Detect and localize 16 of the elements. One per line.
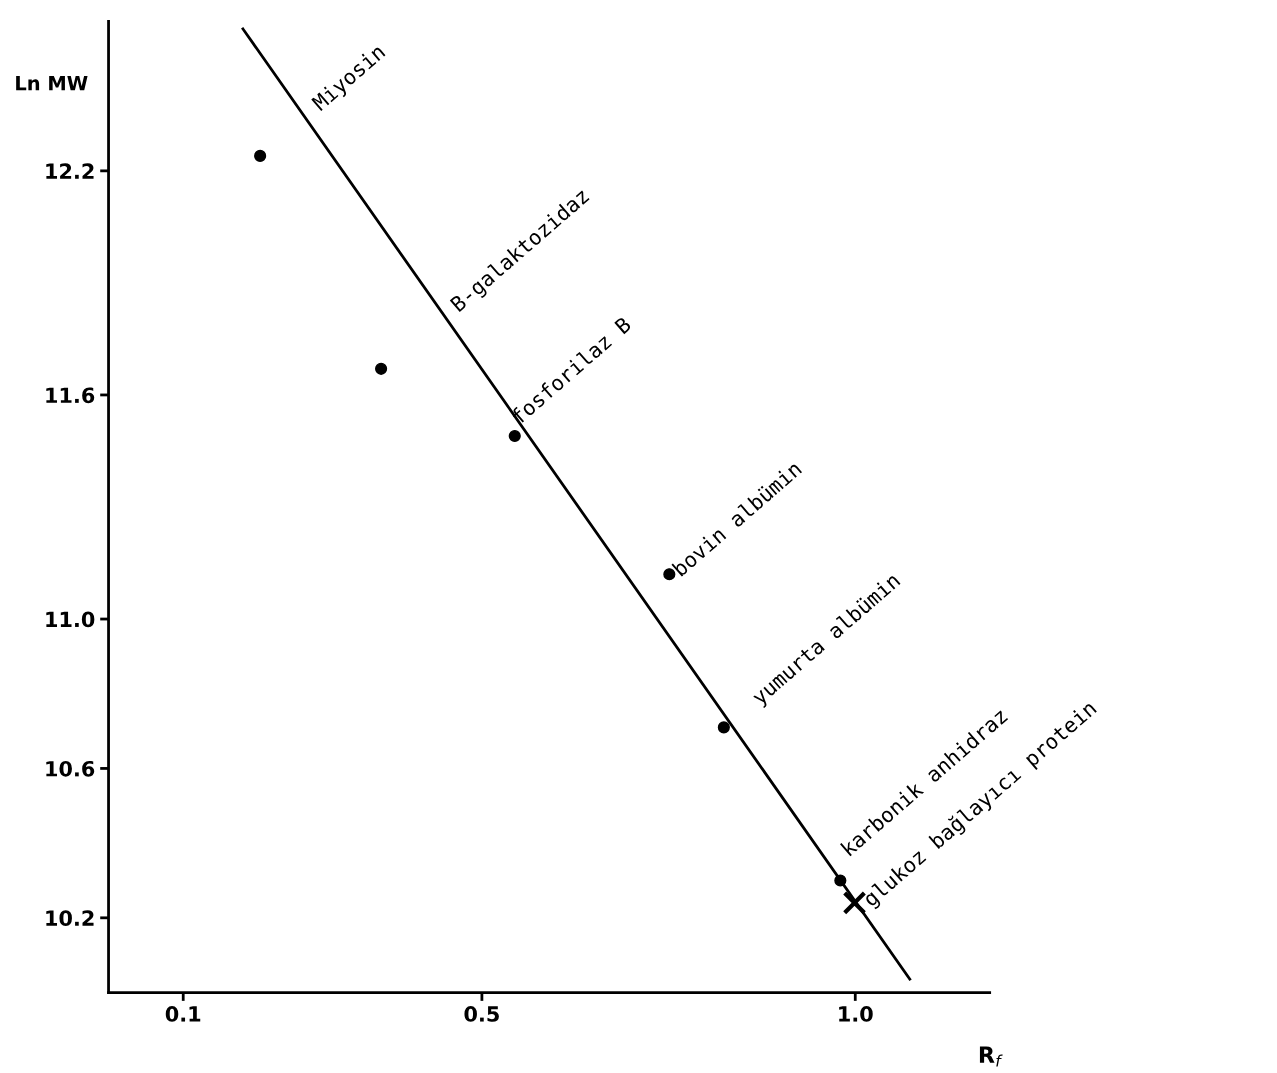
y-axis-title: Ln MW bbox=[16, 76, 88, 91]
point bbox=[842, 890, 867, 915]
x-axis-title: R$_{f}$ bbox=[979, 1046, 1003, 1067]
point bbox=[834, 874, 847, 887]
point bbox=[508, 429, 521, 443]
x-tick-label: 0.5 bbox=[464, 1006, 499, 1022]
y-tick-label: 12.2 bbox=[46, 163, 94, 179]
y-tick-label: 11.6 bbox=[46, 387, 95, 404]
y-tick-label: 10.2 bbox=[46, 910, 94, 927]
point bbox=[717, 721, 730, 734]
point bbox=[375, 362, 388, 375]
y-tick-label: 11.0 bbox=[46, 611, 95, 628]
point bbox=[254, 149, 267, 162]
x-tick-label: 1.0 bbox=[839, 1006, 873, 1022]
y-tick-label: 10.6 bbox=[46, 760, 95, 777]
x-tick-label: 0.1 bbox=[165, 1006, 201, 1022]
